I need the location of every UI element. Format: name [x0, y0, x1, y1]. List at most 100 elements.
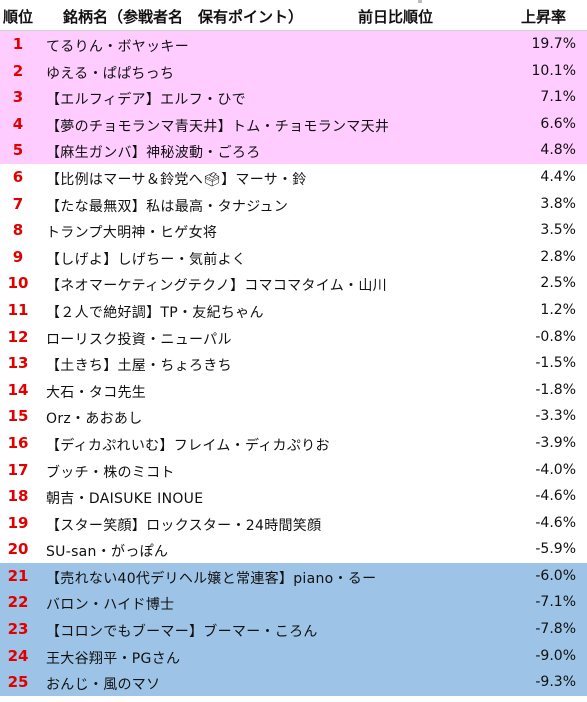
rank-number: 13 — [7, 354, 29, 373]
rank-number: 22 — [7, 593, 29, 612]
ranking-rows: 1 てるりん・ボヤッキー 19.7% 2 ゆえる・ぱぱちっち 10.1% 3 【エルフィデア】… — [0, 31, 587, 696]
table-row: 23 【コロンでもブーマー】ブーマー・ころん -7.8% — [0, 616, 587, 643]
rank-number: 16 — [7, 433, 29, 452]
table-row: 22 バロン・ハイド博士 -7.1% — [0, 589, 587, 617]
table-row: 16 【ディカぷれいむ】フレイム・ディカぷりお -3.9% — [0, 429, 587, 457]
table-row: 24 王大谷翔平・PGさん -9.0% — [0, 642, 587, 670]
participant-name: SU-san・がっぽん — [46, 544, 169, 561]
column-resize-handle[interactable] — [418, 0, 422, 3]
table-row: 8 トランプ大明神・ヒゲ女将 3.5% — [0, 217, 587, 244]
participant-name: 【たな最無双】私は最高・タナジュン — [46, 198, 289, 215]
table-row: 11 【２人で絶好調】TP・友紀ちゃん 1.2% — [0, 296, 587, 324]
rank-number: 21 — [7, 566, 29, 585]
rank-number: 2 — [12, 61, 24, 80]
participant-name: ローリスク投資・ニューパル — [46, 331, 232, 348]
participant-name: 【土きち】土屋・ちょろきち — [46, 358, 232, 375]
table-row: 3 【エルフィデア】エルフ・ひで 7.1% — [0, 84, 587, 111]
rank-number: 19 — [7, 513, 29, 532]
rise-rate: 6.6% — [540, 115, 576, 132]
table-row: 1 てるりん・ボヤッキー 19.7% — [0, 31, 587, 58]
participant-name: 【比例はマーサ＆鈴党へ🗳】マーサ・鈴 — [46, 171, 307, 188]
rank-number: 10 — [7, 274, 29, 293]
rank-number: 17 — [7, 460, 29, 479]
table-row: 13 【土きち】土屋・ちょろきち -1.5% — [0, 350, 587, 377]
rank-number: 14 — [7, 380, 29, 399]
table-row: 18 朝吉・DAISUKE INOUE -4.6% — [0, 483, 587, 510]
rank-number: 9 — [12, 247, 24, 266]
rise-rate: 1.2% — [540, 301, 576, 318]
rank-number: 11 — [7, 300, 29, 319]
participant-name: 【ネオマーケティングテクノ】コマコマタイム・山川 — [46, 278, 387, 295]
participant-name: 朝吉・DAISUKE INOUE — [46, 491, 204, 508]
participant-name: 【エルフィデア】エルフ・ひで — [46, 92, 246, 109]
rank-number: 6 — [12, 167, 24, 186]
rise-rate: 4.4% — [540, 168, 576, 185]
participant-name: 【ディカぷれいむ】フレイム・ディカぷりお — [46, 437, 330, 454]
participant-name: ゆえる・ぱぱちっち — [46, 65, 175, 82]
participant-name: 【夢のチョモランマ青天井】トム・チョモランマ天井 — [46, 118, 390, 135]
table-row: 5 【麻生ガンバ】神秘波動・ごろろ 4.8% — [0, 137, 587, 164]
table-row: 17 ブッチ・株のミコト -4.0% — [0, 456, 587, 484]
table-row: 10 【ネオマーケティングテクノ】コマコマタイム・山川 2.5% — [0, 270, 587, 297]
rank-number: 7 — [12, 194, 24, 213]
participant-name: 王大谷翔平・PGさん — [46, 650, 181, 667]
table-row: 2 ゆえる・ぱぱちっち 10.1% — [0, 57, 587, 85]
rise-rate: 3.5% — [540, 222, 576, 239]
table-row: 12 ローリスク投資・ニューパル -0.8% — [0, 323, 587, 351]
table-header: 順位 銘柄名（参戦者名 保有ポイント） 前日比順位 上昇率 — [0, 0, 587, 31]
participant-name: トランプ大明神・ヒゲ女将 — [46, 225, 218, 242]
participant-name: 【麻生ガンバ】神秘波動・ごろろ — [46, 145, 261, 162]
rise-rate: -6.0% — [535, 567, 576, 584]
rise-rate: -7.8% — [535, 621, 576, 638]
table-row: 4 【夢のチョモランマ青天井】トム・チョモランマ天井 6.6% — [0, 110, 587, 138]
participant-name: 【２人で絶好調】TP・友紀ちゃん — [46, 304, 264, 321]
rise-rate: -1.8% — [535, 381, 576, 398]
header-rank: 順位 — [3, 8, 34, 26]
participant-name: 【コロンでもブーマー】ブーマー・ころん — [46, 624, 318, 641]
rank-number: 1 — [12, 35, 24, 53]
rank-number: 3 — [12, 88, 24, 107]
table-row: 14 大石・タコ先生 -1.8% — [0, 376, 587, 404]
rank-number: 24 — [7, 646, 29, 665]
participant-name: ブッチ・株のミコト — [46, 464, 175, 481]
participant-name: 【スター笑顔】ロックスター・24時間笑顔 — [46, 517, 322, 534]
header-prev-rank: 前日比順位 — [358, 8, 434, 26]
rank-number: 25 — [7, 673, 29, 692]
rise-rate: 2.8% — [540, 248, 576, 265]
rank-number: 5 — [12, 141, 24, 160]
table-row: 9 【しげよ】しげちー・気前よく 2.8% — [0, 243, 587, 271]
table-row: 6 【比例はマーサ＆鈴党へ🗳】マーサ・鈴 4.4% — [0, 163, 587, 191]
rise-rate: 3.8% — [540, 195, 576, 212]
rise-rate: 2.5% — [540, 275, 576, 292]
rank-number: 23 — [7, 620, 29, 639]
rise-rate: 4.8% — [540, 142, 576, 159]
participant-name: バロン・ハイド博士 — [46, 597, 175, 614]
rise-rate: -7.1% — [535, 594, 576, 611]
rise-rate: -9.3% — [535, 674, 576, 691]
rise-rate: -4.6% — [535, 514, 576, 531]
rise-rate: -4.0% — [535, 461, 576, 478]
rise-rate: -4.6% — [535, 488, 576, 505]
rise-rate: 19.7% — [531, 36, 576, 52]
rise-rate: -3.3% — [535, 408, 576, 425]
rise-rate: -3.9% — [535, 434, 576, 451]
table-row: 20 SU-san・がっぽん -5.9% — [0, 536, 587, 563]
rank-number: 15 — [7, 407, 29, 426]
header-name: 銘柄名（参戦者名 保有ポイント） — [63, 8, 304, 26]
header-rate: 上昇率 — [521, 8, 567, 26]
participant-name: 【売れない40代デリヘル嬢と常連客】piano・るー — [46, 570, 377, 587]
rise-rate: 7.1% — [540, 89, 576, 106]
rank-number: 12 — [7, 327, 29, 346]
rank-number: 20 — [7, 540, 29, 559]
table-row: 25 おんじ・風のマソ -9.3% — [0, 669, 587, 696]
rise-rate: -5.9% — [535, 541, 576, 558]
table-row: 21 【売れない40代デリヘル嬢と常連客】piano・るー -6.0% — [0, 562, 587, 590]
table-row: 7 【たな最無双】私は最高・タナジュン 3.8% — [0, 190, 587, 218]
participant-name: 【しげよ】しげちー・気前よく — [46, 251, 247, 268]
participant-name: 大石・タコ先生 — [46, 384, 147, 401]
rank-number: 18 — [7, 487, 29, 506]
rise-rate: -9.0% — [535, 647, 576, 664]
table-row: 19 【スター笑顔】ロックスター・24時間笑顔 -4.6% — [0, 509, 587, 537]
participant-name: おんじ・風のマソ — [46, 677, 161, 694]
